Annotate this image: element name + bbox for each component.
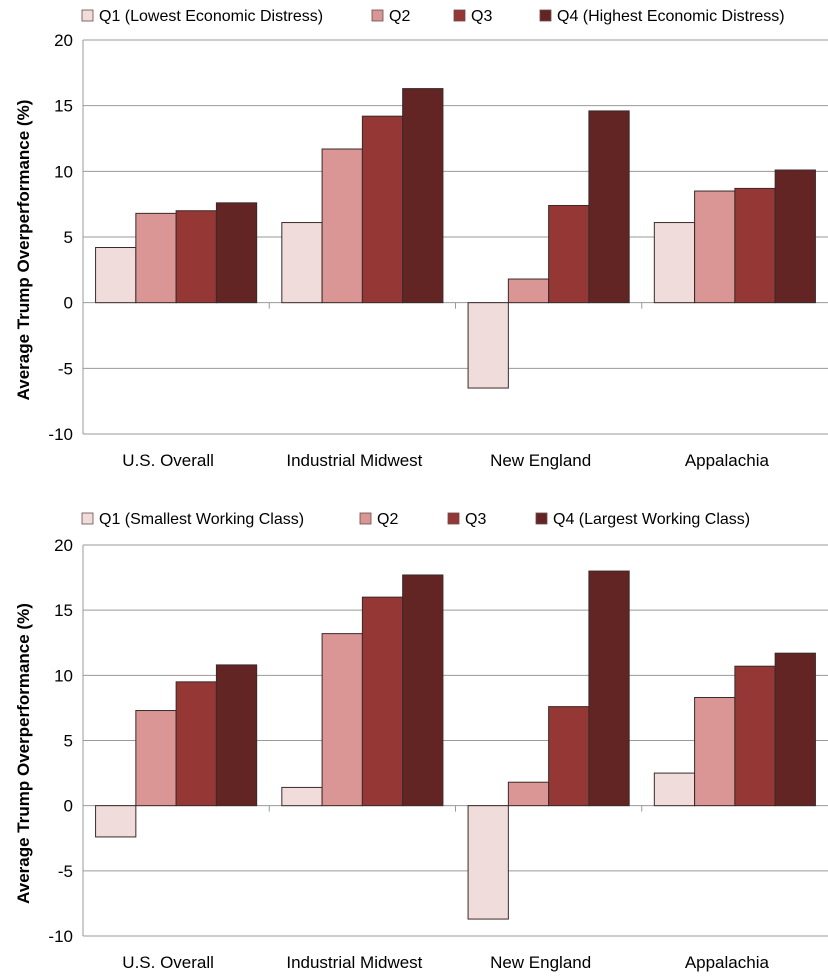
legend: Q1 (Smallest Working Class) Q2 Q3 Q4 (Large… [81,511,750,528]
bar-appalachia-q1 [653,222,696,304]
legend-swatch [453,9,466,22]
bar-appalachia-q2 [694,190,736,304]
bar-industrial-midwest-q2 [321,148,363,304]
bar-industrial-midwest-q3 [361,596,404,807]
y-tick-label: 10 [54,162,73,181]
legend-entry: Q4 (Largest Working Class) [553,511,750,528]
bar-u-s-overall-q2 [135,710,177,807]
x-category-label: U.S. Overall [122,451,214,470]
legend-swatch [447,512,460,525]
bar-new-england-q4 [588,110,630,304]
y-axis-title: Average Trump Overperformance (%) [14,603,33,904]
y-tick-label: 15 [54,601,73,620]
legend-entry: Q2 [377,511,398,528]
x-category-label: Industrial Midwest [286,953,422,972]
bar-u-s-overall-q1 [95,247,137,304]
bar-new-england-q2 [507,278,550,304]
bar-new-england-q3 [548,706,590,807]
bar-u-s-overall-q3 [175,210,217,304]
bar-industrial-midwest-q4 [402,574,444,807]
legend-swatch [359,512,372,525]
bar-new-england-q1 [467,805,509,920]
x-category-label: U.S. Overall [122,953,214,972]
y-tick-label: 5 [64,732,73,751]
bar-industrial-midwest-q1 [281,786,323,807]
x-category-label: New England [490,953,591,972]
y-tick-label: 20 [54,536,73,555]
bar-u-s-overall-q4 [215,202,258,304]
y-tick-label: 0 [64,294,73,313]
bar-appalachia-q1 [653,772,696,807]
legend-swatch [535,512,548,525]
legend-swatch [81,9,94,22]
y-tick-label: 5 [64,228,73,247]
legend-swatch [539,9,552,22]
bar-u-s-overall-q2 [135,212,177,304]
bar-industrial-midwest-q4 [402,88,444,304]
legend: Q1 (Lowest Economic Distress) Q2 Q3 Q4 (Hig… [81,8,785,25]
y-tick-label: -5 [58,359,73,378]
legend-entry: Q4 (Highest Economic Distress) [557,8,785,25]
bar-new-england-q1 [467,302,509,389]
x-category-label: Appalachia [685,953,770,972]
chart-panel-2: -10 -5 0 5 10 15 20 U.S. Overall Industrial Midw… [14,511,828,972]
bar-industrial-midwest-q2 [321,633,363,807]
x-category-label: Industrial Midwest [286,451,422,470]
legend-entry: Q3 [465,511,486,528]
y-tick-label: -10 [48,425,73,444]
x-category-label: Appalachia [685,451,770,470]
bar-appalachia-q2 [694,696,736,807]
bar-new-england-q3 [548,204,590,304]
legend-entry: Q2 [389,8,410,25]
y-tick-label: -5 [58,862,73,881]
legend-entry: Q1 (Lowest Economic Distress) [99,8,323,25]
x-category-label: New England [490,451,591,470]
y-tick-label: 10 [54,666,73,685]
bar-industrial-midwest-q3 [361,115,404,304]
bar-appalachia-q4 [774,169,816,304]
y-tick-label: -10 [48,927,73,946]
legend-entry: Q1 (Smallest Working Class) [99,511,304,528]
y-tick-label: 0 [64,797,73,816]
chart-panel-1: -10 -5 0 5 10 15 20 U.S. Overall Industrial Midw… [14,8,828,470]
y-tick-label: 15 [54,97,73,116]
bar-new-england-q4 [588,570,630,807]
bar-appalachia-q3 [734,187,776,304]
y-axis-title: Average Trump Overperformance (%) [14,100,33,401]
bar-appalachia-q4 [774,652,816,807]
bar-new-england-q2 [507,781,550,807]
legend-swatch [81,512,94,525]
bar-industrial-midwest-q1 [281,222,323,304]
legend-entry: Q3 [471,8,492,25]
bar-appalachia-q3 [734,665,776,807]
bar-u-s-overall-q1 [95,805,137,838]
bar-u-s-overall-q4 [215,664,258,807]
bar-u-s-overall-q3 [175,681,217,807]
y-tick-label: 20 [54,31,73,50]
legend-swatch [371,9,384,22]
